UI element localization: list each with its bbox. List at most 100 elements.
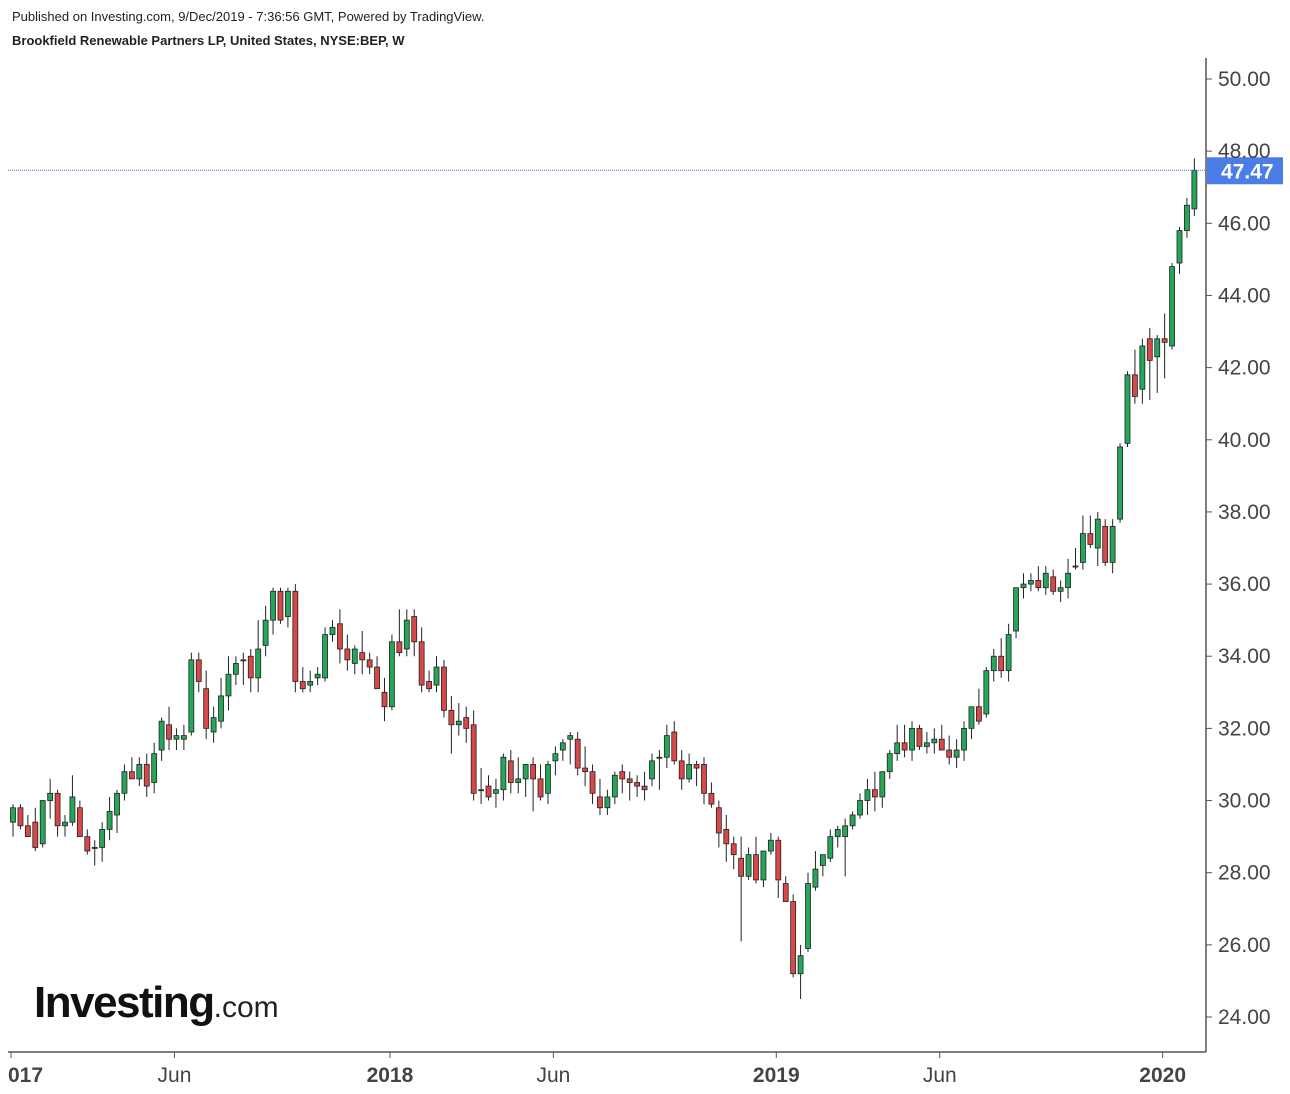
candle-body xyxy=(1057,587,1064,592)
y-tick-label: 24.00 xyxy=(1218,1006,1271,1029)
candle-body xyxy=(359,652,366,661)
x-tick-label: 2019 xyxy=(753,1064,800,1087)
candle-body xyxy=(634,782,641,787)
candle-body xyxy=(1154,338,1161,358)
candle xyxy=(849,811,856,830)
candle xyxy=(537,764,544,801)
candle xyxy=(381,677,388,722)
candle xyxy=(686,753,693,783)
candle xyxy=(619,764,626,794)
candle xyxy=(232,656,239,686)
candle-body xyxy=(708,792,715,805)
candle-body xyxy=(463,717,470,729)
candle-body xyxy=(871,789,878,798)
candle-body xyxy=(782,883,789,902)
candle-body xyxy=(961,727,967,751)
candle xyxy=(938,724,945,751)
candle xyxy=(522,764,529,797)
candle-body xyxy=(597,796,603,809)
y-tick-label: 38.00 xyxy=(1218,501,1271,524)
candle-body xyxy=(1117,446,1123,520)
candle-body xyxy=(106,810,113,830)
candle xyxy=(968,706,975,740)
candle-body xyxy=(351,648,358,664)
candle-body xyxy=(322,634,328,679)
candle xyxy=(106,796,113,841)
investing-logo: Investing.com xyxy=(34,978,279,1028)
candle xyxy=(871,771,878,812)
candle xyxy=(559,739,566,761)
candle-body xyxy=(909,727,915,751)
candle-body xyxy=(262,619,269,646)
candle-body xyxy=(1028,580,1034,585)
candle xyxy=(1087,515,1094,548)
candle-body xyxy=(715,807,722,834)
y-tick-label: 42.00 xyxy=(1218,357,1271,380)
candle-body xyxy=(976,706,982,722)
candle xyxy=(270,587,276,635)
candle xyxy=(597,778,603,815)
candle-body xyxy=(656,756,663,759)
candle-body xyxy=(641,785,648,791)
candle-body xyxy=(879,771,886,798)
candle-body xyxy=(983,670,990,715)
candle xyxy=(1050,569,1057,595)
y-tick-label: 34.00 xyxy=(1218,645,1271,668)
candle-body xyxy=(1124,374,1131,444)
candle-body xyxy=(678,760,685,780)
candle-body xyxy=(775,839,782,881)
candle xyxy=(782,876,789,902)
candle xyxy=(69,775,76,826)
candle-body xyxy=(834,829,841,838)
candle-body xyxy=(403,619,410,650)
candle xyxy=(366,652,373,675)
logo-suffix-text: .com xyxy=(213,991,279,1024)
candle-body xyxy=(225,673,232,697)
candle-body xyxy=(686,764,693,780)
candle xyxy=(128,757,135,780)
candle-body xyxy=(329,626,336,635)
candle-body xyxy=(69,796,76,823)
candle-body xyxy=(1132,374,1138,397)
candle-body xyxy=(151,753,158,783)
candle xyxy=(121,764,128,801)
candle xyxy=(426,670,432,693)
candle-body xyxy=(990,655,997,672)
candle xyxy=(515,757,522,794)
candle-body xyxy=(426,681,432,690)
candle xyxy=(493,778,499,808)
candle xyxy=(812,851,819,891)
candle-body xyxy=(381,691,388,708)
candle-body xyxy=(857,800,863,816)
x-tick-label: 2020 xyxy=(1139,1064,1186,1087)
candle xyxy=(1191,158,1198,217)
candle xyxy=(1035,566,1042,592)
candle xyxy=(344,634,351,671)
candle xyxy=(17,804,24,830)
candle xyxy=(1080,515,1086,570)
candle-body xyxy=(953,749,960,758)
candle-body xyxy=(849,814,856,827)
x-tick-label: Jun xyxy=(536,1064,570,1087)
candle xyxy=(76,800,83,838)
candle xyxy=(983,667,990,718)
candle-body xyxy=(1169,266,1175,347)
candle-body xyxy=(530,764,536,780)
candle-body xyxy=(455,720,462,726)
candle xyxy=(247,649,254,693)
candle-body xyxy=(1176,230,1183,264)
last-price-label-bg xyxy=(1207,157,1283,185)
candle xyxy=(1072,548,1079,570)
candle-body xyxy=(582,767,589,773)
candle-body xyxy=(1050,576,1057,592)
candle xyxy=(54,789,61,837)
candle-body xyxy=(485,785,492,798)
candle-body xyxy=(1072,565,1079,568)
candle-body xyxy=(32,821,39,848)
candle xyxy=(916,724,923,751)
y-tick-label: 48.00 xyxy=(1218,140,1271,163)
y-tick-label: 28.00 xyxy=(1218,862,1271,885)
candle-body xyxy=(285,590,291,617)
candle-body xyxy=(24,825,31,838)
